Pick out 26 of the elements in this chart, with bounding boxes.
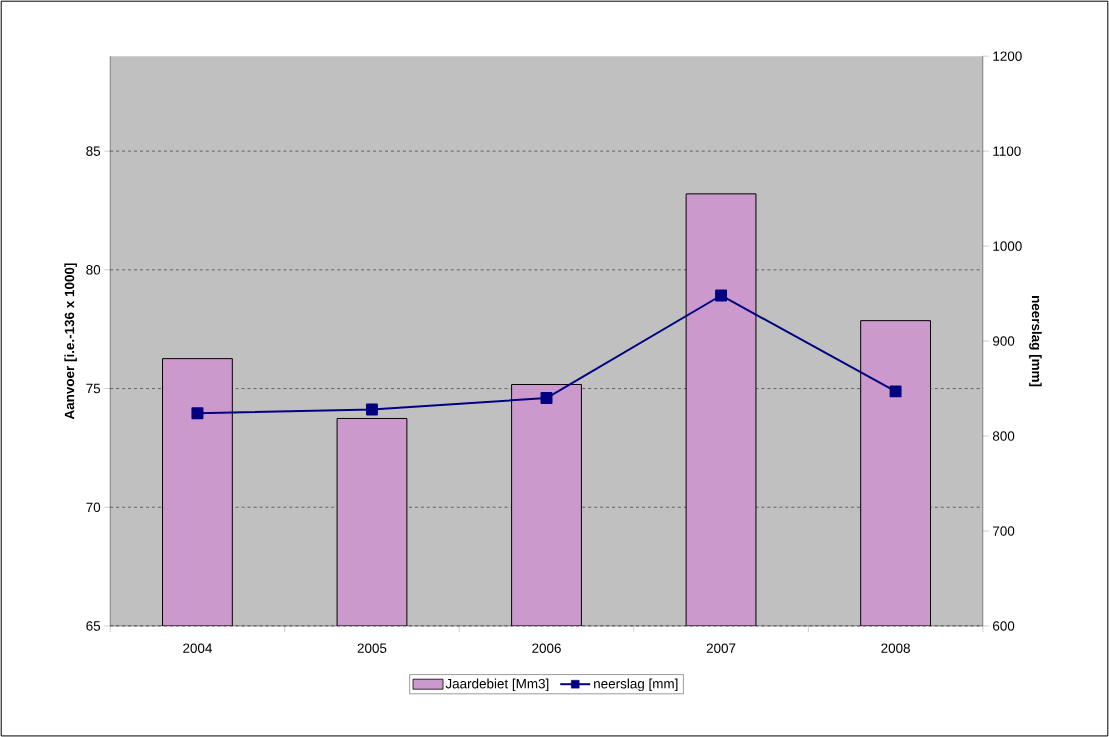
y-tick-label: 70 [86, 502, 101, 512]
y2-tick-label: 900 [992, 336, 1015, 346]
legend-label: Jaardebiet [Mm3] [445, 678, 549, 692]
point [191, 407, 204, 420]
point [889, 385, 902, 398]
x-tick-label: 2008 [881, 643, 910, 653]
point [365, 403, 378, 416]
x-tick-label: 2006 [532, 643, 561, 653]
point [715, 289, 728, 302]
y-axis-title: Aanvoer [i.e.-136 x 1000] [64, 263, 77, 420]
point [540, 392, 553, 404]
x-tick-label: 2007 [706, 643, 736, 653]
x-tick-label: 2004 [183, 643, 212, 653]
legend-label: neerslag [mm] [594, 678, 678, 692]
y2-tick-label: 600 [993, 621, 1015, 631]
y-tick-label: 85 [86, 146, 101, 156]
y2-tick-label: 800 [992, 431, 1015, 441]
y-tick-label: 75 [86, 383, 101, 394]
y2-axis-title: neerslag [mm] [1029, 295, 1042, 387]
y2-tick-label: 1000 [993, 241, 1022, 251]
y2-tick-label: 1100 [993, 146, 1021, 156]
y-tick-label: 65 [86, 621, 101, 631]
y2-tick-label: 700 [993, 526, 1015, 536]
y-tick-label: 80 [86, 265, 101, 275]
y2-tick-label: 1200 [993, 51, 1022, 61]
x-tick-label: 2005 [357, 643, 387, 653]
